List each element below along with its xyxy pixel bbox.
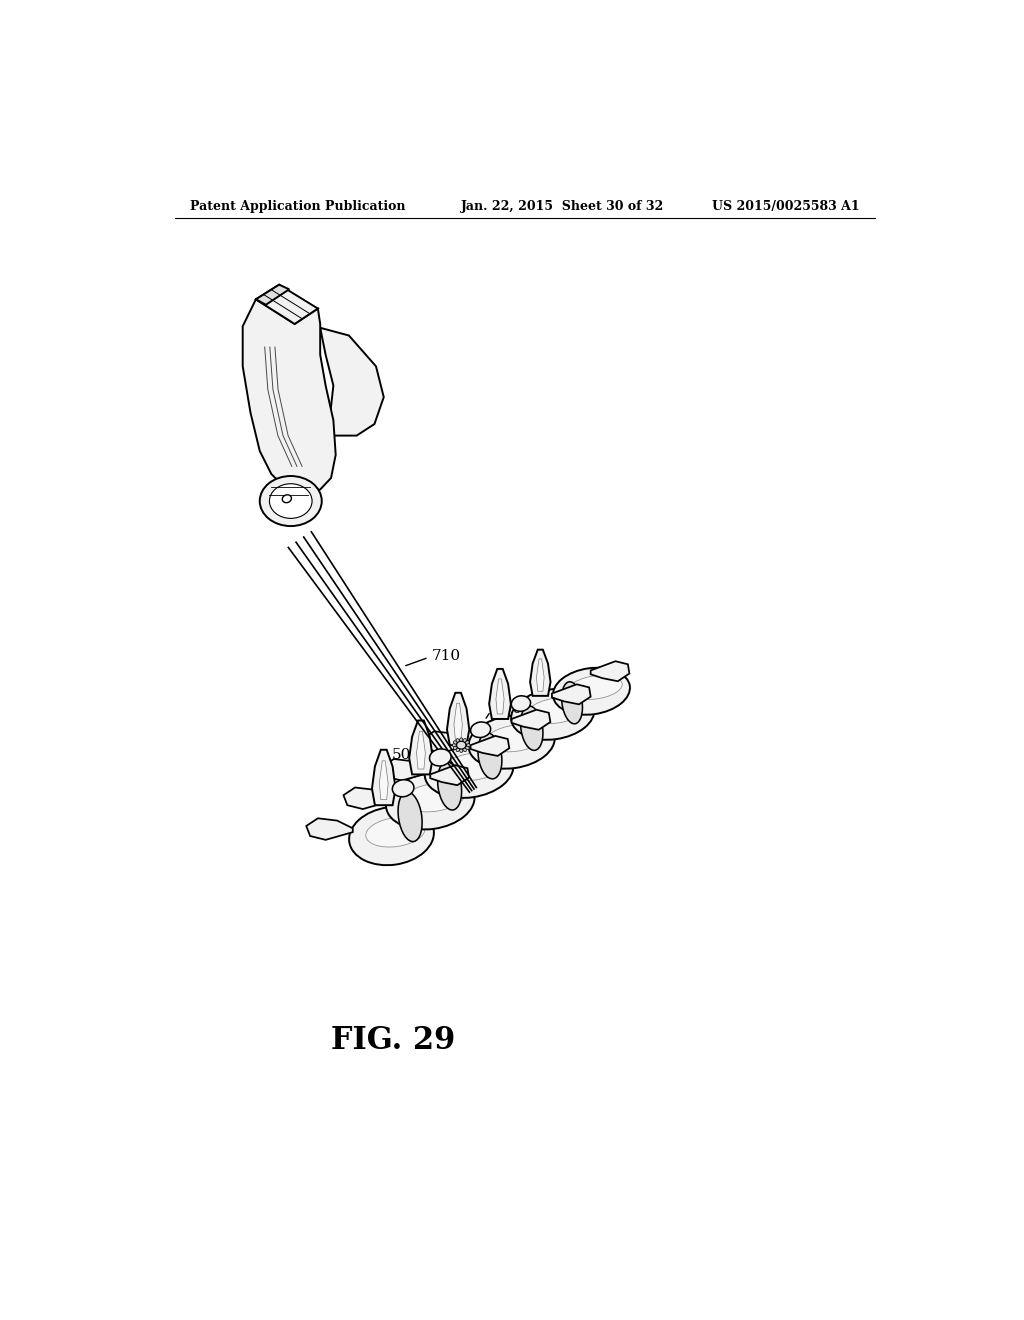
Polygon shape [343, 788, 390, 809]
Ellipse shape [511, 689, 594, 739]
Ellipse shape [403, 783, 465, 812]
Polygon shape [496, 678, 504, 714]
Ellipse shape [511, 696, 530, 711]
Text: 710: 710 [432, 649, 461, 663]
Ellipse shape [478, 733, 502, 779]
Polygon shape [552, 684, 591, 705]
Ellipse shape [442, 752, 504, 780]
Ellipse shape [553, 668, 630, 714]
Ellipse shape [349, 807, 434, 865]
Ellipse shape [425, 743, 513, 797]
Ellipse shape [466, 741, 469, 744]
Polygon shape [372, 750, 395, 805]
Polygon shape [417, 731, 425, 770]
Polygon shape [430, 766, 469, 785]
Polygon shape [256, 285, 317, 323]
Ellipse shape [527, 697, 586, 723]
Ellipse shape [392, 780, 414, 797]
Ellipse shape [283, 495, 292, 503]
Polygon shape [489, 669, 511, 719]
Text: Jan. 22, 2015  Sheet 30 of 32: Jan. 22, 2015 Sheet 30 of 32 [461, 199, 665, 213]
Text: US 2015/0025583 A1: US 2015/0025583 A1 [712, 199, 859, 213]
Ellipse shape [463, 739, 466, 742]
Polygon shape [382, 759, 429, 780]
Ellipse shape [457, 742, 466, 748]
Polygon shape [410, 721, 433, 775]
Text: 500: 500 [494, 702, 523, 715]
Ellipse shape [485, 725, 546, 752]
Ellipse shape [386, 774, 474, 829]
Polygon shape [591, 661, 630, 681]
Text: 500: 500 [391, 748, 421, 762]
Ellipse shape [454, 746, 457, 750]
Polygon shape [379, 760, 388, 800]
Polygon shape [512, 710, 550, 730]
Ellipse shape [471, 722, 490, 738]
Ellipse shape [453, 743, 457, 747]
Ellipse shape [562, 681, 583, 723]
Ellipse shape [460, 748, 463, 752]
Polygon shape [243, 300, 336, 494]
Polygon shape [306, 818, 352, 840]
Ellipse shape [456, 748, 460, 751]
Polygon shape [530, 649, 551, 696]
Ellipse shape [398, 792, 422, 842]
Polygon shape [423, 731, 469, 752]
Polygon shape [256, 285, 289, 305]
Polygon shape [321, 327, 384, 436]
Ellipse shape [466, 743, 470, 747]
Polygon shape [454, 704, 462, 741]
Polygon shape [471, 737, 509, 756]
Ellipse shape [437, 762, 462, 810]
Ellipse shape [260, 477, 322, 527]
Text: Patent Application Publication: Patent Application Publication [190, 199, 406, 213]
Ellipse shape [454, 741, 457, 744]
Ellipse shape [463, 748, 466, 751]
Ellipse shape [366, 817, 425, 847]
Ellipse shape [466, 746, 469, 750]
Ellipse shape [456, 739, 460, 742]
Ellipse shape [469, 715, 555, 768]
Text: FIG. 29: FIG. 29 [331, 1024, 456, 1056]
Ellipse shape [568, 676, 623, 700]
Ellipse shape [429, 748, 452, 766]
Ellipse shape [269, 483, 312, 519]
Ellipse shape [460, 738, 463, 742]
Ellipse shape [520, 706, 543, 750]
Polygon shape [537, 659, 544, 692]
Polygon shape [447, 693, 469, 744]
